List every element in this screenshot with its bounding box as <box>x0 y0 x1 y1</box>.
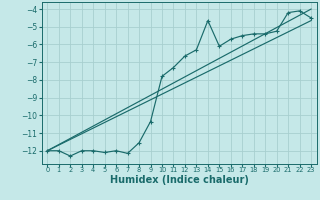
X-axis label: Humidex (Indice chaleur): Humidex (Indice chaleur) <box>110 175 249 185</box>
